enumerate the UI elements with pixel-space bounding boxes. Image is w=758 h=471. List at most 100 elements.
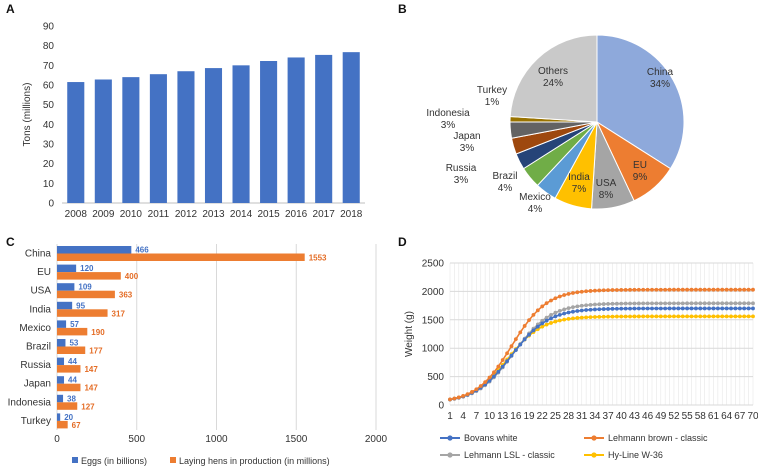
point-bovans-white bbox=[588, 307, 593, 312]
pie-label-mexico: Mexico 4% bbox=[519, 192, 551, 215]
point-hy-line-w-36 bbox=[553, 319, 558, 324]
point-hy-line-w-36 bbox=[737, 314, 742, 319]
point-lehmann-lsl-classic bbox=[685, 301, 690, 306]
point-bovans-white bbox=[685, 306, 690, 311]
x-tick-label: 16 bbox=[510, 411, 522, 422]
legend-label-hens: Laying hens in production (in millions) bbox=[179, 456, 330, 466]
point-hy-line-w-36 bbox=[579, 315, 584, 320]
pie-label-brazil: Brazil 4% bbox=[492, 171, 517, 194]
x-tick-label: 55 bbox=[682, 411, 694, 422]
point-lehmann-brown-classic bbox=[483, 380, 488, 385]
pie-slice-others bbox=[509, 34, 598, 123]
point-bovans-white bbox=[593, 307, 597, 312]
point-lehmann-brown-classic bbox=[518, 330, 523, 335]
bar-eggs-russia bbox=[57, 357, 65, 366]
point-bovans-white bbox=[557, 312, 562, 317]
point-lehmann-brown-classic bbox=[623, 287, 628, 292]
point-bovans-white bbox=[535, 324, 540, 329]
bar-2009 bbox=[94, 79, 112, 203]
point-lehmann-brown-classic bbox=[478, 384, 483, 388]
bar-eggs-mexico bbox=[57, 320, 67, 328]
y-axis-label: Tons (millions) bbox=[22, 83, 33, 147]
x-tick-label: 40 bbox=[616, 411, 628, 422]
point-bovans-white bbox=[702, 306, 707, 311]
bar-hens-eu bbox=[57, 272, 121, 280]
bar-eggs-indonesia bbox=[57, 394, 64, 403]
point-lehmann-brown-classic bbox=[650, 287, 654, 292]
point-lehmann-brown-classic bbox=[711, 287, 716, 292]
point-bovans-white bbox=[720, 306, 725, 311]
point-lehmann-lsl-classic bbox=[544, 315, 549, 320]
point-lehmann-lsl-classic bbox=[597, 302, 602, 307]
point-bovans-white bbox=[689, 306, 694, 311]
y-tick-label: 10 bbox=[43, 179, 55, 190]
point-bovans-white bbox=[715, 306, 720, 311]
point-bovans-white bbox=[650, 306, 654, 311]
point-lehmann-lsl-classic bbox=[557, 308, 562, 313]
point-lehmann-lsl-classic bbox=[566, 306, 571, 311]
y-tick-label: 1000 bbox=[422, 344, 445, 355]
x-tick-label: 43 bbox=[629, 411, 641, 422]
point-hy-line-w-36 bbox=[746, 314, 751, 319]
point-bovans-white bbox=[562, 311, 567, 316]
point-lehmann-brown-classic bbox=[641, 287, 646, 292]
value-label-eggs: 120 bbox=[80, 264, 94, 273]
point-lehmann-lsl-classic bbox=[746, 301, 751, 306]
point-lehmann-brown-classic bbox=[531, 312, 536, 317]
x-tick-label: 1000 bbox=[205, 434, 228, 445]
bar-hens-indonesia bbox=[57, 402, 78, 410]
pie-label-indonesia: Indonesia 3% bbox=[426, 108, 470, 131]
x-tick-label: 1500 bbox=[285, 434, 308, 445]
point-lehmann-brown-classic bbox=[720, 287, 725, 292]
point-hy-line-w-36 bbox=[606, 314, 610, 319]
value-label-hens: 317 bbox=[112, 309, 126, 318]
point-hy-line-w-36 bbox=[702, 314, 707, 319]
point-hy-line-w-36 bbox=[663, 314, 668, 319]
category-label: Russia bbox=[20, 360, 51, 371]
point-lehmann-brown-classic bbox=[584, 289, 589, 294]
point-lehmann-brown-classic bbox=[672, 287, 676, 292]
point-lehmann-brown-classic bbox=[654, 287, 659, 292]
point-lehmann-lsl-classic bbox=[588, 302, 593, 307]
point-bovans-white bbox=[737, 306, 742, 311]
point-lehmann-brown-classic bbox=[658, 287, 663, 292]
point-bovans-white bbox=[549, 316, 553, 321]
point-lehmann-lsl-classic bbox=[667, 301, 672, 306]
point-lehmann-brown-classic bbox=[549, 298, 553, 303]
x-tick-label: 52 bbox=[668, 411, 680, 422]
point-lehmann-brown-classic bbox=[527, 318, 531, 322]
point-lehmann-lsl-classic bbox=[672, 301, 676, 306]
pie-label-india: India 7% bbox=[568, 172, 590, 195]
point-lehmann-brown-classic bbox=[680, 287, 685, 292]
point-bovans-white bbox=[667, 306, 672, 311]
x-tick-label: 61 bbox=[708, 411, 720, 422]
bar-hens-usa bbox=[57, 290, 115, 299]
point-lehmann-lsl-classic bbox=[663, 301, 668, 306]
x-tick-label: 0 bbox=[54, 434, 60, 445]
point-hy-line-w-36 bbox=[680, 314, 685, 319]
pie-label-china: China 34% bbox=[647, 67, 674, 90]
x-tick-label: 37 bbox=[603, 411, 615, 422]
point-lehmann-brown-classic bbox=[553, 296, 558, 301]
point-bovans-white bbox=[707, 306, 711, 311]
category-label: India bbox=[29, 304, 51, 315]
bar-2017 bbox=[315, 54, 333, 203]
point-bovans-white bbox=[518, 342, 523, 347]
legend-marker-bovans-white bbox=[447, 435, 453, 441]
y-tick-label: 0 bbox=[438, 401, 444, 412]
point-hy-line-w-36 bbox=[724, 314, 729, 319]
category-label: Turkey bbox=[21, 416, 51, 427]
point-lehmann-lsl-classic bbox=[606, 302, 610, 306]
point-lehmann-lsl-classic bbox=[579, 303, 584, 308]
point-lehmann-lsl-classic bbox=[549, 313, 553, 317]
value-label-eggs: 38 bbox=[67, 394, 76, 403]
point-lehmann-brown-classic bbox=[614, 288, 619, 292]
point-lehmann-lsl-classic bbox=[619, 301, 624, 306]
point-lehmann-brown-classic bbox=[610, 288, 615, 292]
point-bovans-white bbox=[544, 318, 549, 323]
bar-2010 bbox=[122, 77, 140, 203]
value-label-eggs: 53 bbox=[69, 339, 78, 348]
point-lehmann-brown-classic bbox=[461, 394, 466, 398]
